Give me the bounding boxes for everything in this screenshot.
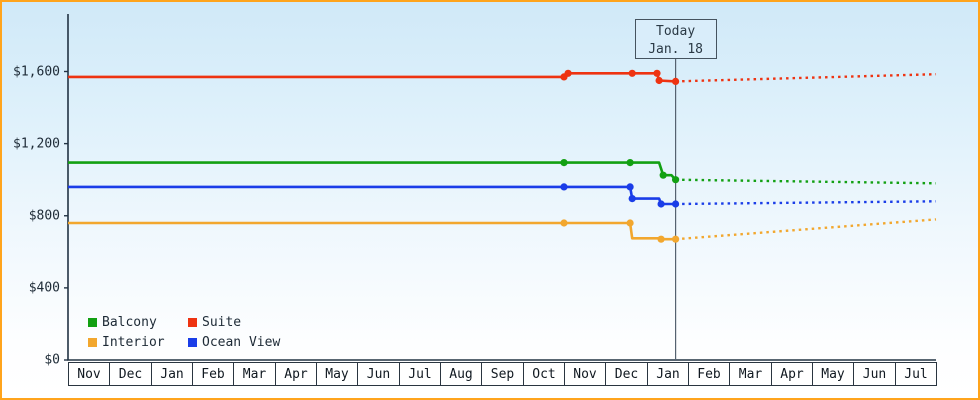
x-axis-month-10: Sep <box>481 362 524 386</box>
series-ocean-view-dot <box>672 200 680 208</box>
x-axis-month-20: Jul <box>895 362 937 386</box>
legend-label-balcony: Balcony <box>102 314 157 330</box>
series-interior-dot <box>560 219 568 227</box>
series-ocean-view-history-line <box>68 185 676 206</box>
series-interior-history-line <box>68 221 676 241</box>
legend: Balcony Suite Interior Ocean View <box>88 312 280 352</box>
interior-swatch-icon <box>88 337 97 347</box>
today-annotation: Today Jan. 18 <box>634 19 717 59</box>
x-axis-month-18: May <box>812 362 854 386</box>
suite-swatch-icon <box>188 317 197 327</box>
series-suite-dot <box>628 69 636 77</box>
legend-label-ocean-view: Ocean View <box>202 334 281 350</box>
legend-label-suite: Suite <box>202 314 242 330</box>
series-ocean-view-dot <box>628 195 636 203</box>
series-interior-dot <box>657 235 665 243</box>
series-suite-dot <box>653 69 661 77</box>
today-annotation-date: Jan. 18 <box>648 41 703 57</box>
x-axis-month-9: Aug <box>440 362 482 386</box>
series-balcony-dot <box>672 176 680 184</box>
x-axis-month-13: Dec <box>605 362 648 386</box>
y-axis-label: $0 <box>44 352 60 368</box>
x-axis-month-6: May <box>316 362 358 386</box>
series-interior-dot <box>672 235 680 243</box>
series-suite-dot <box>655 76 663 85</box>
legend-item-interior: Interior <box>88 332 182 352</box>
series-ocean-view-dot <box>657 200 665 208</box>
x-axis-month-12: Nov <box>564 362 606 386</box>
x-axis-month-4: Mar <box>233 362 276 386</box>
x-axis-month-1: Dec <box>109 362 152 386</box>
series-suite-history-line <box>68 72 676 83</box>
x-axis-month-7: Jun <box>357 362 400 386</box>
series-ocean-view-dot <box>626 183 634 191</box>
series-suite-dot <box>564 69 572 77</box>
legend-item-balcony: Balcony <box>88 312 182 332</box>
x-axis-month-0: Nov <box>68 362 110 386</box>
x-axis-month-3: Feb <box>192 362 234 386</box>
x-axis-month-16: Mar <box>729 362 772 386</box>
legend-item-ocean-view: Ocean View <box>188 332 280 352</box>
series-balcony-prediction-line <box>675 178 937 185</box>
series-balcony-dot <box>659 171 667 179</box>
series-balcony-dot <box>626 159 634 167</box>
series-suite-dot <box>672 77 680 85</box>
series-balcony-history-line <box>68 161 677 181</box>
x-axis-month-2: Jan <box>151 362 193 386</box>
x-axis-month-15: Feb <box>688 362 730 386</box>
x-axis-month-11: Oct <box>523 362 565 386</box>
y-axis-label: $400 <box>28 280 60 296</box>
ocean-view-swatch-icon <box>188 337 197 347</box>
x-axis-month-8: Jul <box>399 362 441 386</box>
series-suite-prediction-line <box>675 73 937 83</box>
series-balcony-dot <box>560 159 568 167</box>
series-ocean-view-dot <box>560 183 568 191</box>
series-interior-dot <box>626 219 634 227</box>
x-axis-month-14: Jan <box>647 362 689 386</box>
y-axis-label: $1,200 <box>13 136 60 152</box>
series-ocean-view-prediction-line <box>675 200 937 206</box>
x-axis-month-19: Jun <box>853 362 896 386</box>
series-interior-prediction-line <box>675 218 937 241</box>
x-axis-month-17: Apr <box>771 362 813 386</box>
y-axis-label: $1,600 <box>13 64 60 79</box>
today-annotation-title: Today <box>656 24 696 39</box>
y-axis-label: $800 <box>28 208 60 224</box>
legend-label-interior: Interior <box>102 334 165 350</box>
x-axis-month-5: Apr <box>275 362 317 386</box>
balcony-swatch-icon <box>88 317 97 327</box>
legend-item-suite: Suite <box>188 312 280 332</box>
